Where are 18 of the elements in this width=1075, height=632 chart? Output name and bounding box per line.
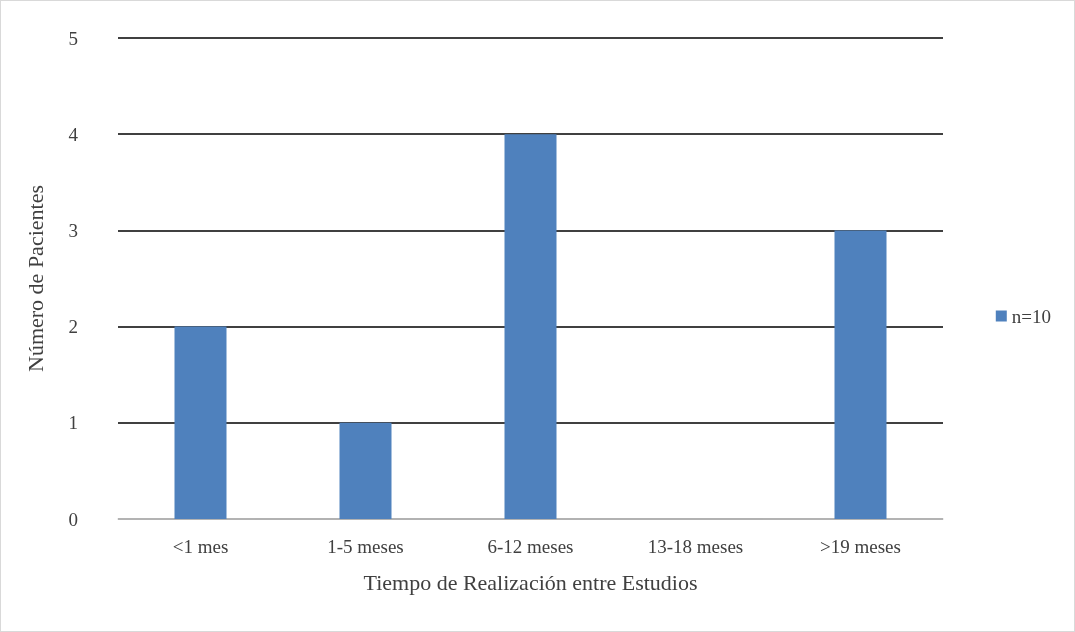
y-axis-title: Número de Pacientes — [22, 185, 48, 372]
y-tick-label: 1 — [68, 412, 78, 434]
x-tick-label: 6-12 meses — [487, 536, 574, 557]
x-tick-label: 1-5 meses — [327, 536, 404, 557]
bar — [504, 134, 557, 519]
x-tick-label: <1 mes — [172, 536, 229, 557]
y-tick-label: 2 — [68, 316, 78, 338]
y-tick-label: 0 — [68, 508, 78, 530]
bar — [174, 326, 227, 519]
x-tick-label: 13-18 meses — [647, 536, 744, 557]
x-tick-label: >19 meses — [820, 536, 901, 557]
legend-label: n=10 — [1011, 305, 1051, 327]
bar — [834, 230, 887, 519]
bar — [339, 422, 392, 519]
y-tick-label: 5 — [68, 27, 78, 49]
x-axis-title: Tiempo de Realización entre Estudios — [363, 569, 698, 595]
y-tick-label: 3 — [68, 219, 78, 241]
y-tick-label: 4 — [68, 123, 79, 145]
